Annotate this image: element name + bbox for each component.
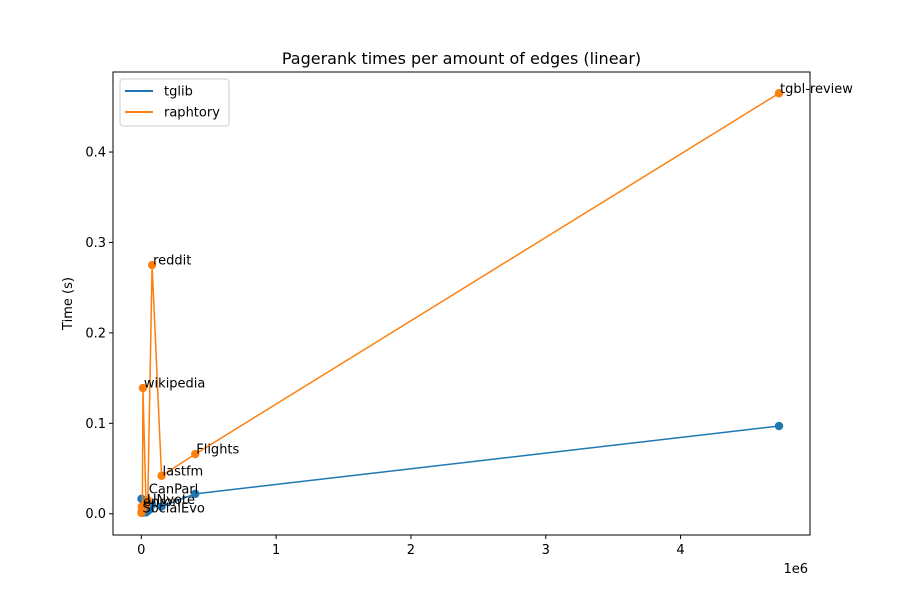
point-annotation: lastfm	[163, 464, 204, 479]
data-point-tglib	[774, 421, 784, 431]
x-tick-label: 1	[272, 543, 280, 558]
point-annotation: tgbl-review	[780, 82, 853, 97]
legend: tglib raphtory	[119, 78, 230, 127]
data-point-tglib	[137, 494, 146, 504]
point-annotation: CanParl	[149, 482, 198, 497]
y-tick-label: 0.2	[85, 326, 106, 341]
point-annotation: UNvote	[147, 493, 195, 508]
ticks: 0 1 2 3 4 0.0 0.1 0.2 0.3 0.4	[85, 146, 684, 558]
x-tick-label: 2	[407, 543, 415, 558]
chart-title: Pagerank times per amount of edges (line…	[282, 49, 641, 68]
point-annotation: enron	[143, 495, 181, 510]
y-axis-label: Time (s)	[61, 277, 76, 331]
x-tick-label: 3	[542, 543, 550, 558]
plot-frame	[112, 71, 811, 536]
y-tick-label: 0.4	[85, 146, 106, 161]
annotation-layer: tgbl-review reddit wikipedia Flights lastfm C…	[142, 82, 853, 517]
point-annotation: reddit	[153, 254, 191, 269]
y-tick-label: 0.1	[85, 417, 106, 432]
point-annotation: SocialEvo	[142, 501, 204, 516]
axes	[112, 71, 811, 536]
x-tick-label: 0	[137, 543, 145, 558]
data-point-raphtory	[138, 383, 148, 393]
x-offset-text: 1e6	[783, 562, 808, 577]
point-annotation: wikipedia	[144, 377, 205, 392]
x-tick-label: 4	[676, 543, 684, 558]
series-raphtory	[137, 89, 784, 518]
data-point-raphtory	[157, 471, 166, 480]
legend-label-raphtory: raphtory	[164, 106, 220, 121]
data-point-raphtory	[774, 89, 784, 98]
y-tick-label: 0.0	[85, 507, 106, 522]
y-tick-label: 0.3	[85, 236, 106, 251]
data-point-tglib	[191, 489, 200, 499]
legend-label-tglib: tglib	[164, 85, 193, 100]
series-layer	[137, 89, 784, 518]
data-point-tglib	[157, 502, 166, 511]
data-point-raphtory	[143, 495, 152, 505]
point-annotation: Flights	[196, 443, 239, 458]
data-point-raphtory	[147, 260, 157, 270]
data-point-raphtory	[191, 449, 200, 459]
